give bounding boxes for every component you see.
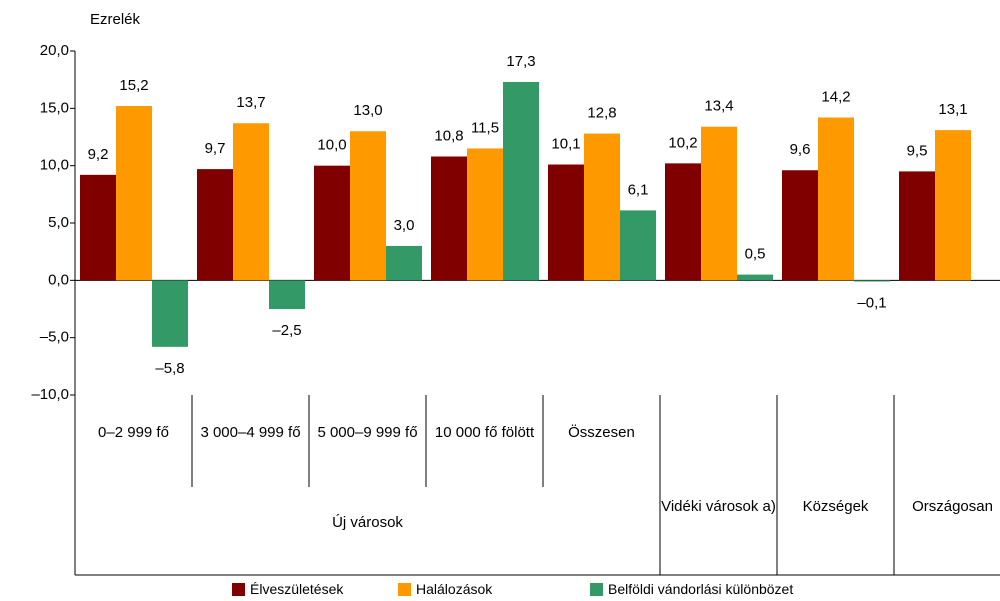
y-tick-label: 15,0 [40,99,69,116]
x-tick-label: 5 000–9 999 fő [317,424,418,441]
value-label: –2,5 [272,322,301,339]
value-label: 0,5 [745,246,766,263]
group-label: Új városok [332,514,403,531]
legend-item: Belföldi vándorlási különbözet [590,581,793,597]
bar [503,81,539,281]
value-label: 15,2 [119,77,148,94]
value-label: 6,1 [628,181,649,198]
bar [854,280,890,282]
bar [467,148,503,281]
legend-item: Élveszületések [232,581,343,597]
bar [350,131,386,281]
bar [116,106,152,281]
value-label: 13,0 [353,102,382,119]
legend-label: Belföldi vándorlási különbözet [608,581,794,597]
bar [620,210,656,281]
value-label: –5,8 [155,360,184,377]
value-label: –0,1 [857,294,886,311]
bar [80,174,116,281]
bar [269,280,305,309]
y-tick-label: 0,0 [48,271,69,288]
value-label: 3,0 [394,217,415,234]
bar [386,245,422,281]
bar [584,133,620,281]
value-label: 13,4 [704,98,733,115]
group-label: Országosan [912,498,993,515]
bar [665,163,701,281]
value-label: 14,2 [821,88,850,105]
bar [152,280,188,347]
value-label: 10,8 [434,127,463,144]
y-tick-label: 10,0 [40,157,69,174]
y-tick-label: 20,0 [40,42,69,59]
legend-swatch [398,582,411,596]
bar [782,170,818,281]
bar [314,165,350,281]
value-label: 9,6 [790,141,811,158]
x-tick-label: 3 000–4 999 fő [200,424,301,441]
value-label: 11,5 [471,119,499,136]
y-tick-label: 5,0 [48,214,69,231]
bar [701,126,737,281]
value-label: 10,0 [317,137,346,154]
value-label: 13,7 [236,94,265,111]
value-label: 9,5 [907,142,928,159]
group-label: Vidéki városok a) [661,498,776,515]
y-tick-label: –5,0 [40,329,69,346]
bar [935,130,971,281]
value-label: 10,2 [668,134,697,151]
value-label: 9,2 [88,146,109,163]
legend-label: Halálozások [416,581,493,597]
bar [431,156,467,281]
bar [899,171,935,281]
bar [233,123,269,281]
value-label: 12,8 [587,105,616,122]
legend-item: Halálozások [398,581,492,597]
x-tick-label: 10 000 fő fölött [434,424,535,441]
bar [548,164,584,281]
x-tick-label: 0–2 999 fő [98,424,169,441]
value-label: 10,1 [551,135,580,152]
bar [197,169,233,281]
bar [737,274,773,281]
value-label: 9,7 [205,140,226,157]
value-label: 13,1 [938,101,967,118]
legend-swatch [590,582,603,596]
group-label: Községek [802,498,869,515]
y-tick-label: –10,0 [31,386,69,403]
legend-label: Élveszületések [250,581,344,597]
legend-swatch [232,582,245,596]
y-axis-title: Ezrelék [90,11,141,28]
x-tick-label: Összesen [568,424,635,441]
value-label: 17,3 [506,53,535,70]
bar [818,117,854,281]
